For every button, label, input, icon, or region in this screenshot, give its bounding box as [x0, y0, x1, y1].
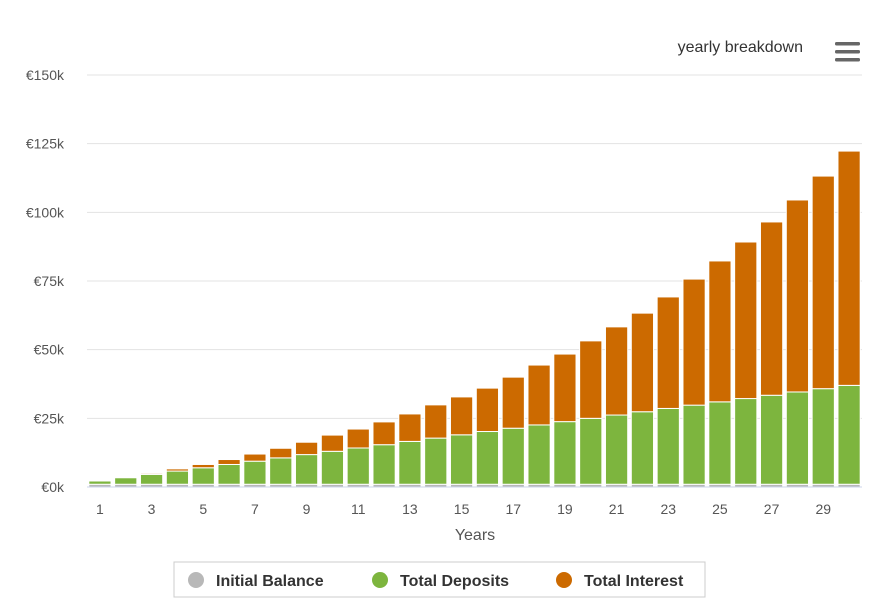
y-tick-label: €0k [41, 479, 65, 495]
legend-marker[interactable] [188, 572, 204, 588]
x-tick-label: 29 [815, 501, 831, 517]
bar-segment [399, 441, 421, 484]
bar-segment [476, 388, 498, 431]
x-tick-label: 27 [764, 501, 780, 517]
bar-segment [450, 397, 472, 435]
bar-segment [399, 414, 421, 441]
bar-segment [838, 385, 860, 484]
bar-segment [295, 442, 317, 454]
bar-segment [476, 432, 498, 485]
bar-segment [425, 405, 447, 438]
bar-segment [166, 471, 188, 484]
x-tick-label: 17 [505, 501, 521, 517]
x-tick-label: 1 [96, 501, 104, 517]
x-tick-label: 9 [303, 501, 311, 517]
menu-bar [835, 50, 860, 54]
bar-segment [244, 461, 266, 484]
bar-segment [735, 242, 757, 399]
bar-segment [554, 422, 576, 485]
x-tick-label: 3 [148, 501, 156, 517]
x-tick-label: 23 [660, 501, 676, 517]
y-tick-label: €25k [34, 410, 65, 426]
bar-segment [709, 402, 731, 484]
legend-marker[interactable] [372, 572, 388, 588]
bar-segment [605, 327, 627, 415]
bar-segment [683, 405, 705, 484]
legend-text[interactable]: Total Interest [584, 573, 684, 590]
x-tick-label: 21 [609, 501, 625, 517]
bar-segment [502, 428, 524, 484]
y-tick-label: €50k [34, 342, 65, 358]
bar-segment [605, 415, 627, 484]
x-tick-label: 7 [251, 501, 259, 517]
bar-segment [347, 448, 369, 484]
bar-segment [502, 377, 524, 428]
menu-icon[interactable] [835, 42, 860, 62]
x-tick-label: 5 [199, 501, 207, 517]
bar-segment [321, 435, 343, 451]
bar-segment [295, 455, 317, 485]
x-tick-label: 13 [402, 501, 418, 517]
bar-segment [115, 478, 137, 485]
bar-segment [657, 297, 679, 409]
bar-segment [812, 389, 834, 485]
bar-segment [166, 469, 188, 471]
bar-segment [631, 412, 653, 485]
bar-segment [528, 365, 550, 425]
bar-segment [657, 408, 679, 484]
bar-segment [580, 341, 602, 418]
bar-segment [270, 458, 292, 484]
bar-segment [760, 222, 782, 395]
y-tick-label: €100k [26, 204, 65, 220]
bar-segment [709, 261, 731, 402]
bar-segment [760, 395, 782, 484]
x-tick-label: 25 [712, 501, 728, 517]
x-tick-label: 11 [351, 501, 366, 517]
x-tick-label: 19 [557, 501, 573, 517]
bar-segment [218, 464, 240, 484]
bar-segment [244, 454, 266, 461]
bar-segment [321, 451, 343, 484]
bar-segment [812, 176, 834, 389]
x-axis-title: Years [455, 527, 495, 544]
bar-segment [373, 445, 395, 485]
bar-segment [192, 464, 214, 467]
legend-text[interactable]: Total Deposits [400, 573, 509, 590]
legend-text[interactable]: Initial Balance [216, 573, 324, 590]
y-tick-label: €150k [26, 67, 65, 83]
legend-marker[interactable] [556, 572, 572, 588]
menu-bar [835, 42, 860, 46]
y-tick-label: €75k [34, 273, 65, 289]
menu-label[interactable]: yearly breakdown [678, 39, 803, 56]
bar-segment [735, 399, 757, 485]
bar-segment [528, 425, 550, 484]
bar-segment [140, 474, 162, 484]
y-tick-label: €125k [26, 136, 65, 152]
bar-segment [425, 438, 447, 484]
bar-segment [218, 460, 240, 465]
bar-segment [140, 473, 162, 474]
x-tick-label: 15 [454, 501, 470, 517]
bar-segment [373, 422, 395, 445]
bar-segment [192, 468, 214, 484]
bar-segment [450, 435, 472, 484]
bar-segment [683, 279, 705, 405]
bar-segment [786, 392, 808, 484]
bar-segment [631, 313, 653, 412]
bar-segment [347, 429, 369, 448]
bar-segment [554, 354, 576, 422]
bar-segment [270, 448, 292, 458]
bar-segment [786, 200, 808, 392]
bar-segment [838, 151, 860, 385]
menu-bar [835, 58, 860, 62]
bar-segment [115, 477, 137, 478]
bar-segment [580, 418, 602, 484]
